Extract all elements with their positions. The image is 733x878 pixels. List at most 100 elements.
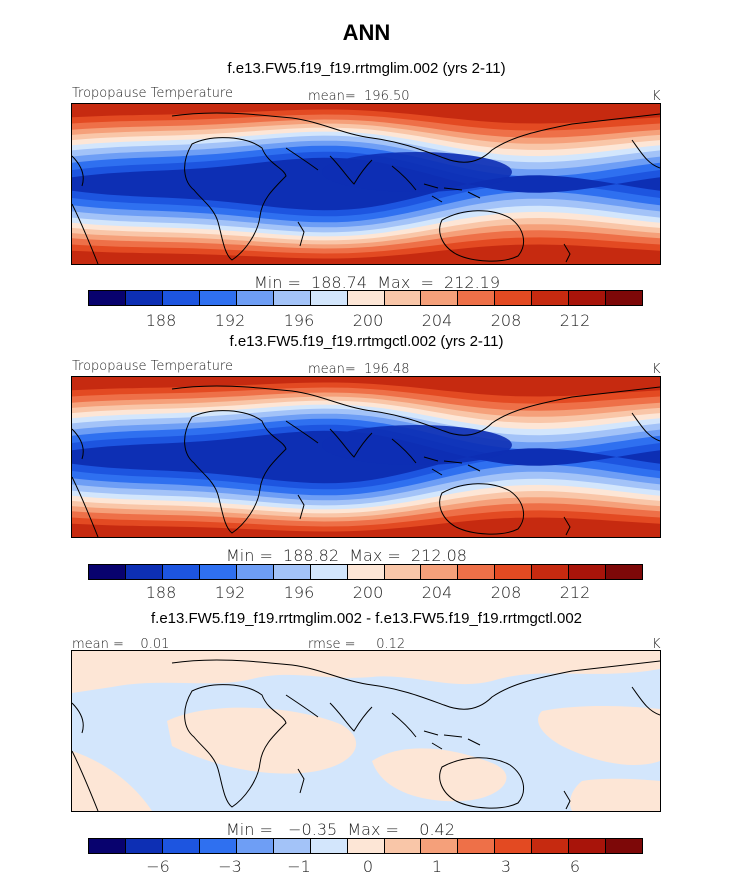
panel-3-mean-label: mean = 0.01 bbox=[72, 637, 170, 652]
panel-3-tick: 3 bbox=[500, 857, 512, 876]
colorbar-swatch bbox=[606, 565, 643, 579]
coastline bbox=[439, 210, 525, 262]
coastline bbox=[184, 137, 287, 261]
panel-2-tick: 204 bbox=[421, 583, 453, 602]
panel-1-coastlines bbox=[72, 112, 660, 264]
coastline bbox=[171, 112, 660, 163]
panel-3-minmax: Min = −0.35 Max = 0.42 bbox=[226, 820, 455, 839]
colorbar-swatch bbox=[273, 291, 311, 305]
panel-3-unit-label: K bbox=[652, 637, 661, 652]
panel-2-mean-label: mean= 196.48 bbox=[308, 362, 410, 377]
colorbar-swatch bbox=[89, 565, 126, 579]
panel-3-contour-regions bbox=[72, 651, 660, 811]
panel-2-tick: 208 bbox=[490, 583, 522, 602]
panel-3-tick: 0 bbox=[362, 857, 374, 876]
colorbar-swatch bbox=[236, 291, 274, 305]
panel-1-variable-label: Tropopause Temperature bbox=[72, 86, 233, 101]
colorbar-swatch bbox=[89, 291, 126, 305]
panel-1-tick: 200 bbox=[352, 311, 384, 330]
panel-2-title: f.e13.FW5.f19_f19.rrtmgctl.002 (yrs 2-11… bbox=[229, 333, 504, 350]
panel-1-tick: 212 bbox=[559, 311, 591, 330]
colorbar-swatch bbox=[495, 839, 533, 853]
colorbar-swatch bbox=[384, 839, 422, 853]
colorbar-swatch bbox=[310, 565, 348, 579]
colorbar-swatch bbox=[458, 291, 496, 305]
cold-core bbox=[322, 152, 512, 192]
colorbar-swatch bbox=[384, 565, 422, 579]
coastline bbox=[171, 659, 660, 710]
panel-3-colorbar bbox=[88, 838, 643, 854]
panel-1-minmax: Min = 188.74 Max = 212.19 bbox=[254, 273, 501, 292]
panel-3-field bbox=[72, 651, 660, 811]
panel-2-tick: 192 bbox=[214, 583, 246, 602]
colorbar-swatch bbox=[162, 565, 200, 579]
colorbar-swatch bbox=[347, 565, 385, 579]
coastline bbox=[297, 768, 305, 794]
panel-1-colorbar bbox=[88, 290, 643, 306]
colorbar-swatch bbox=[199, 291, 237, 305]
panel-1-map bbox=[71, 103, 661, 265]
panel-3-tick: 1 bbox=[431, 857, 443, 876]
colorbar-swatch bbox=[199, 839, 237, 853]
panel-2-colorbar bbox=[88, 564, 643, 580]
colorbar-swatch bbox=[236, 565, 274, 579]
positive-anomaly-region bbox=[538, 705, 660, 766]
colorbar-swatch bbox=[421, 291, 459, 305]
panel-1-tick: 196 bbox=[283, 311, 315, 330]
panel-3-map bbox=[71, 650, 661, 812]
coastline bbox=[171, 385, 660, 436]
panel-1-mean-label: mean= 196.50 bbox=[308, 89, 410, 104]
coastline bbox=[184, 684, 287, 808]
coastline bbox=[563, 790, 571, 810]
coastline bbox=[563, 243, 571, 263]
colorbar-swatch bbox=[495, 291, 533, 305]
panel-2-minmax: Min = 188.82 Max = 212.08 bbox=[226, 546, 467, 565]
panel-1-tick: 192 bbox=[214, 311, 246, 330]
coastline bbox=[391, 712, 481, 750]
panel-2-contour-bands bbox=[72, 377, 660, 537]
colorbar-swatch bbox=[162, 839, 200, 853]
coastline bbox=[72, 686, 660, 811]
coastline bbox=[439, 757, 525, 809]
panel-2-variable-label: Tropopause Temperature bbox=[72, 359, 233, 374]
coastline bbox=[285, 694, 373, 732]
coastline bbox=[439, 483, 525, 535]
panel-3-title: f.e13.FW5.f19_f19.rrtmglim.002 - f.e13.F… bbox=[150, 610, 582, 627]
panel-2-tick: 200 bbox=[352, 583, 384, 602]
colorbar-swatch bbox=[421, 565, 459, 579]
colorbar-swatch bbox=[273, 839, 311, 853]
colorbar-swatch bbox=[458, 839, 496, 853]
coastline bbox=[184, 410, 287, 534]
panel-2-field bbox=[72, 377, 660, 537]
panel-3-tick: −1 bbox=[287, 857, 311, 876]
panel-1-title: f.e13.FW5.f19_f19.rrtmglim.002 (yrs 2-11… bbox=[227, 60, 506, 77]
panel-1-tick: 204 bbox=[421, 311, 453, 330]
panel-3-rmse-label: rmse = 0.12 bbox=[308, 637, 406, 652]
colorbar-swatch bbox=[532, 565, 570, 579]
coastline bbox=[391, 438, 481, 476]
colorbar-swatch bbox=[347, 291, 385, 305]
coastline bbox=[563, 516, 571, 536]
colorbar-swatch bbox=[125, 839, 163, 853]
colorbar-swatch bbox=[199, 565, 237, 579]
panel-3-coastlines bbox=[72, 659, 660, 811]
colorbar-swatch bbox=[162, 291, 200, 305]
positive-anomaly-region bbox=[570, 778, 660, 811]
positive-anomaly-region bbox=[167, 707, 357, 774]
colorbar-swatch bbox=[532, 839, 570, 853]
colorbar-swatch bbox=[421, 839, 459, 853]
panel-3-tick: −3 bbox=[218, 857, 242, 876]
colorbar-swatch bbox=[273, 565, 311, 579]
positive-anomaly-region bbox=[72, 651, 660, 693]
panel-2-unit-label: K bbox=[652, 362, 661, 377]
colorbar-swatch bbox=[310, 839, 348, 853]
colorbar-swatch bbox=[606, 291, 643, 305]
colorbar-swatch bbox=[569, 839, 607, 853]
colorbar-swatch bbox=[532, 291, 570, 305]
colorbar-swatch bbox=[89, 839, 126, 853]
colorbar-swatch bbox=[606, 839, 643, 853]
panel-2-tick: 188 bbox=[145, 583, 177, 602]
colorbar-swatch bbox=[125, 291, 163, 305]
panel-1-tick: 188 bbox=[145, 311, 177, 330]
colorbar-swatch bbox=[569, 291, 607, 305]
